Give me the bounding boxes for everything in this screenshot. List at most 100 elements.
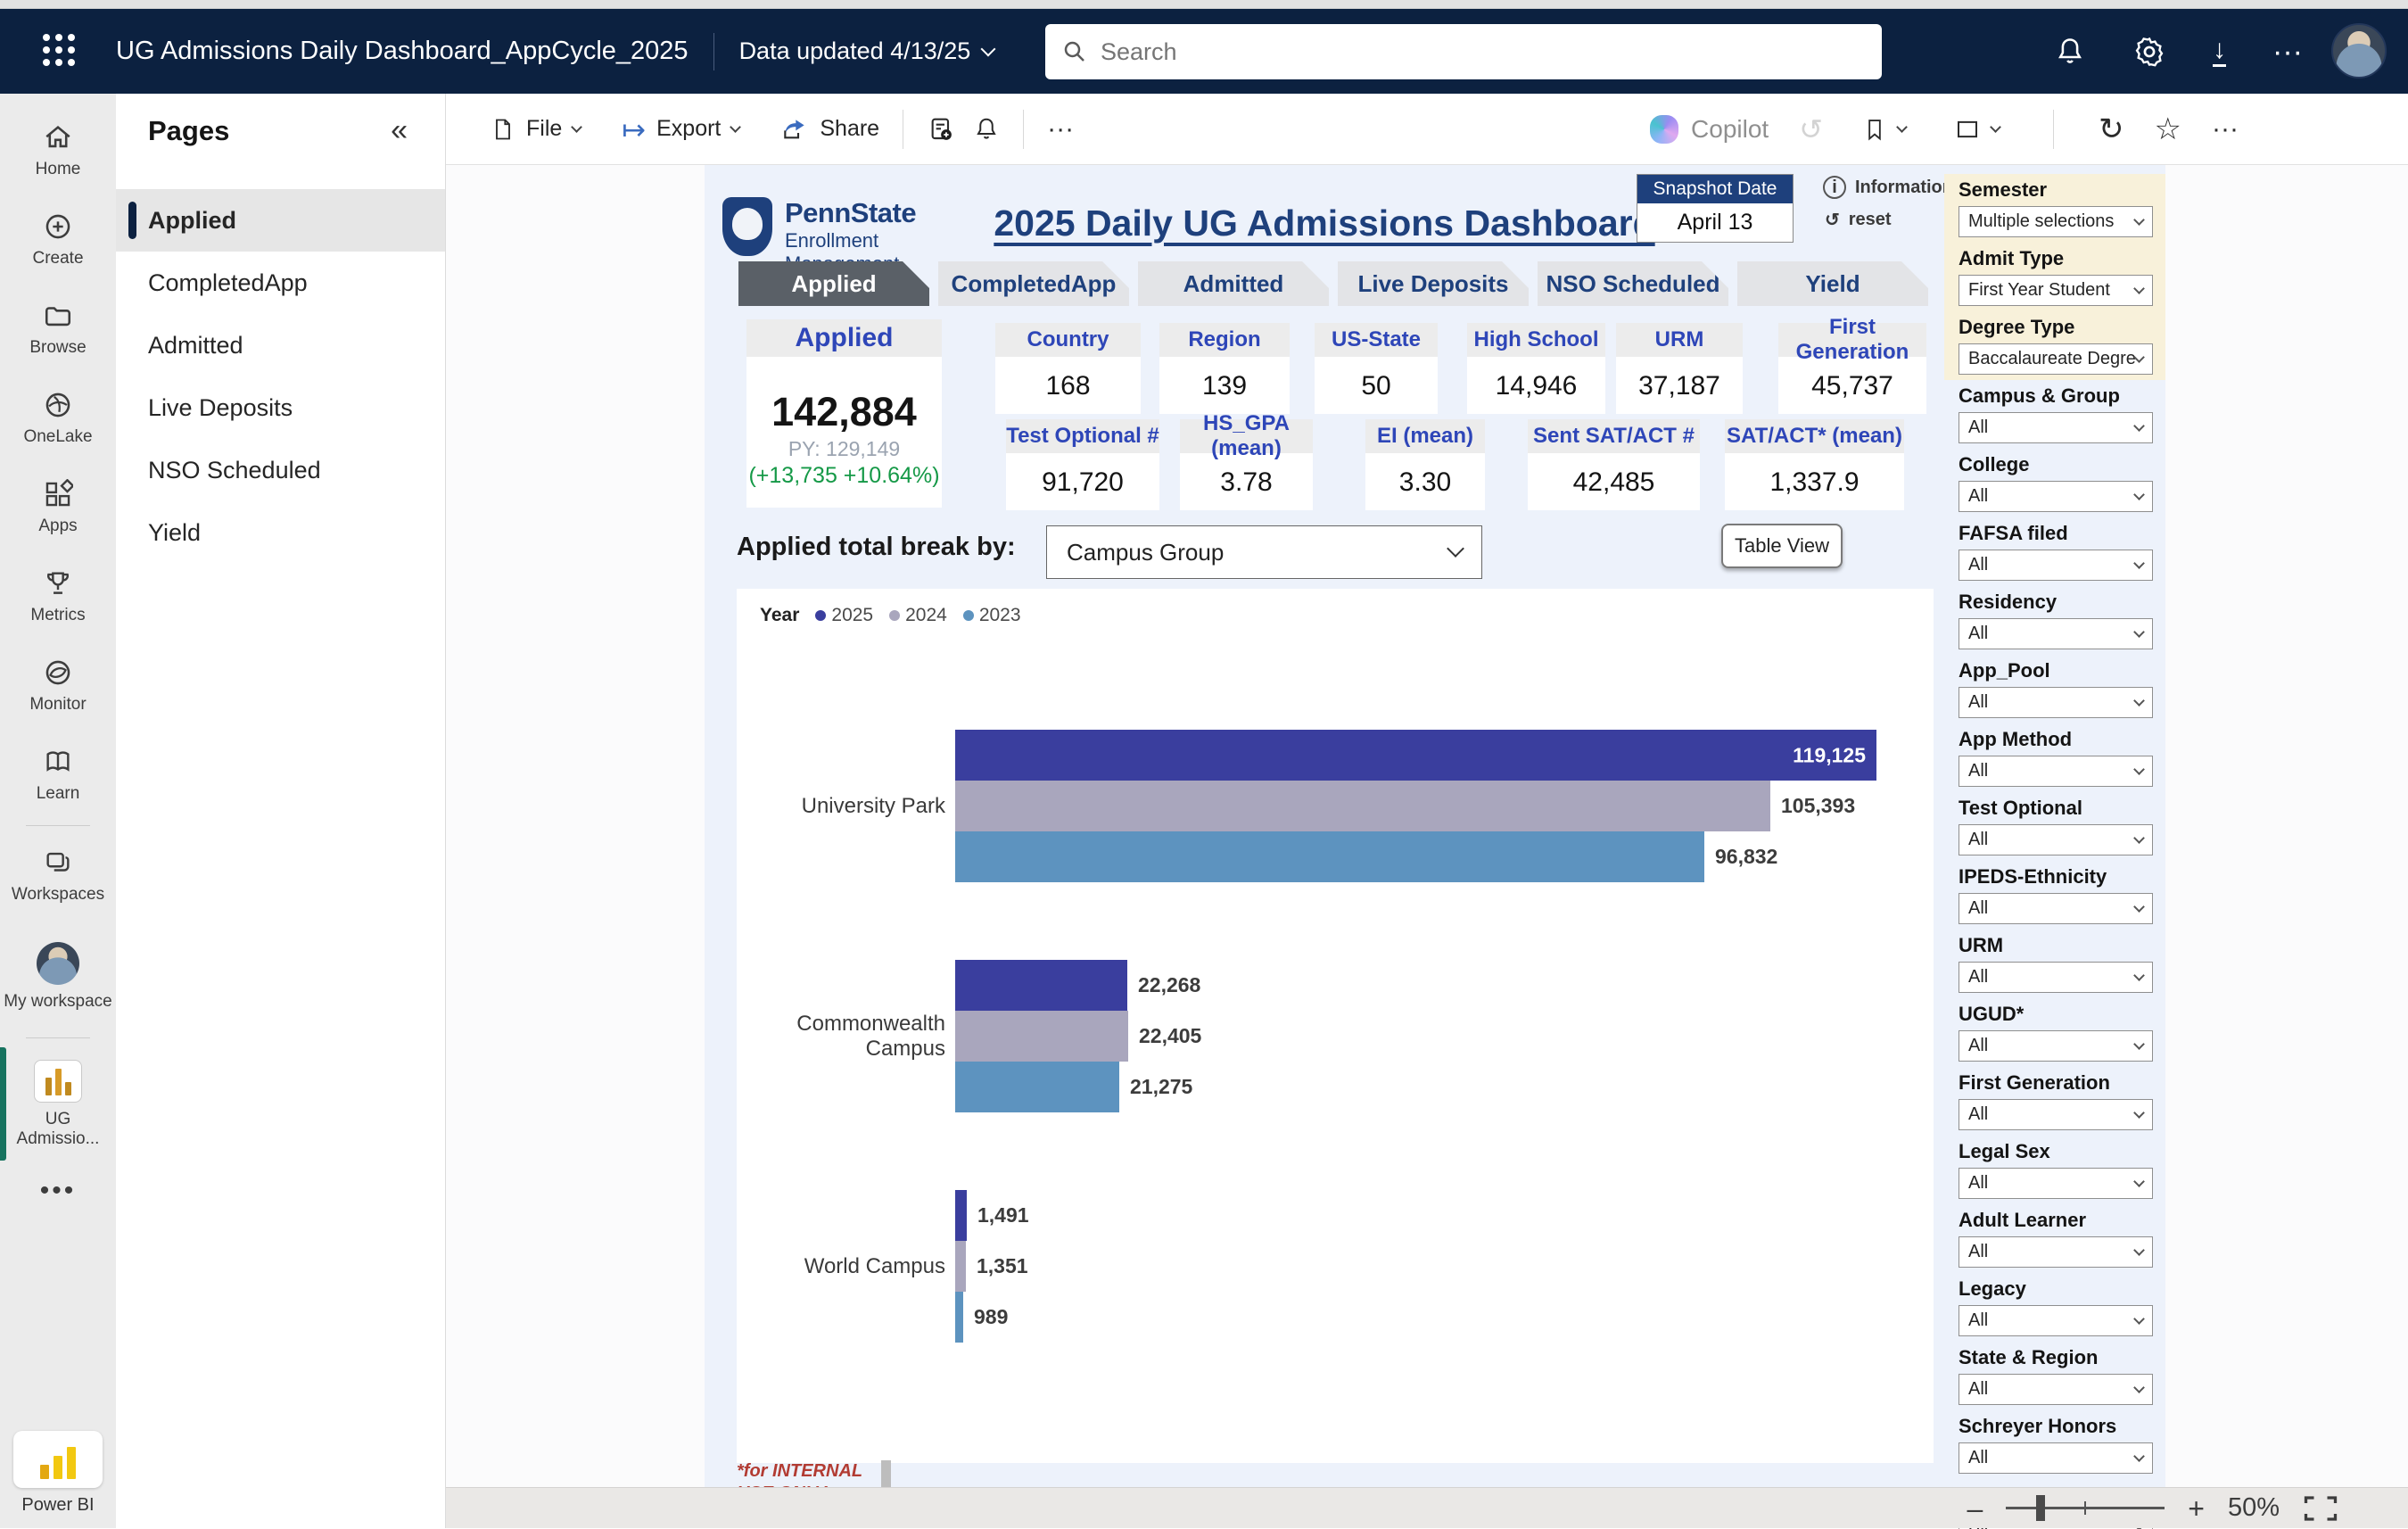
alerts-button[interactable]	[964, 116, 1009, 143]
toolbar-overflow-icon[interactable]: ···	[2212, 113, 2239, 144]
filter-dropdown[interactable]: All	[1959, 756, 2153, 787]
nav-home[interactable]: Home	[0, 106, 116, 195]
page-item-yield[interactable]: Yield	[148, 518, 202, 546]
powerbi-home-button[interactable]: Power BI	[13, 1431, 103, 1516]
bar-2024-world-campus[interactable]	[955, 1241, 966, 1292]
table-view-button[interactable]: Table View	[1721, 524, 1843, 568]
tab-admitted[interactable]: Admitted	[1138, 261, 1329, 306]
filter-dropdown[interactable]: All	[1959, 1099, 2153, 1130]
nav-apps[interactable]: Apps	[0, 463, 116, 552]
nav-current-app[interactable]: UG Admissio...	[0, 1044, 116, 1164]
rail-divider	[26, 825, 90, 826]
nav-metrics[interactable]: Metrics	[0, 552, 116, 641]
data-updated-menu[interactable]: Data updated 4/13/25	[739, 37, 996, 65]
bell-icon	[977, 118, 996, 139]
filter-dropdown[interactable]: Baccalaureate Degree	[1959, 343, 2153, 375]
tab-applied[interactable]: Applied	[738, 261, 929, 306]
refresh-icon[interactable]: ↻	[2099, 112, 2124, 146]
bar-2023-world-campus[interactable]	[955, 1292, 963, 1343]
tab-live-deposits[interactable]: Live Deposits	[1338, 261, 1529, 306]
filter-dropdown[interactable]: All	[1959, 1236, 2153, 1268]
bar-group: World Campus 1,491 1,351 989	[737, 1190, 1934, 1343]
nav-monitor[interactable]: Monitor	[0, 641, 116, 731]
bookmarks-button[interactable]	[1853, 116, 1915, 143]
bar-value-label: 21,275	[1130, 1075, 1193, 1098]
download-icon[interactable]: ↓	[2213, 36, 2227, 67]
filter-dropdown[interactable]: All	[1959, 962, 2153, 993]
filter-dropdown[interactable]: All	[1959, 687, 2153, 718]
filter-dropdown[interactable]: All	[1959, 1374, 2153, 1405]
filter-dropdown[interactable]: All	[1959, 550, 2153, 581]
category-label: Commonwealth Campus	[796, 1011, 945, 1061]
page-item-admitted[interactable]: Admitted	[148, 331, 243, 359]
favorite-star-icon[interactable]: ☆	[2154, 112, 2182, 146]
filter-dropdown[interactable]: All	[1959, 1442, 2153, 1474]
settings-gear-icon[interactable]	[2132, 35, 2166, 69]
tab-completedapp[interactable]: CompletedApp	[938, 261, 1129, 306]
legend-item-2024[interactable]: 2024	[889, 605, 947, 626]
notifications-bell-icon[interactable]	[2054, 36, 2086, 68]
global-search[interactable]	[1045, 24, 1882, 79]
zoom-slider-handle[interactable]	[2036, 1495, 2046, 1521]
tab-nso-scheduled[interactable]: NSO Scheduled	[1538, 261, 1728, 306]
bar-2024-commonwealth-campus[interactable]	[955, 1011, 1128, 1062]
pages-panel-title: Pages	[148, 114, 230, 146]
filter-dropdown[interactable]: Multiple selections	[1959, 206, 2153, 237]
filter-dropdown[interactable]: All	[1959, 618, 2153, 649]
page-item-applied[interactable]: Applied	[116, 189, 445, 252]
filter-dropdown[interactable]: All	[1959, 1305, 2153, 1336]
bar-2025-commonwealth-campus[interactable]	[955, 960, 1127, 1011]
filter-dropdown[interactable]: All	[1959, 1030, 2153, 1062]
legend-item-2023[interactable]: 2023	[962, 605, 1021, 626]
chevron-down-icon	[2133, 1312, 2145, 1325]
filter-label: Campus & Group	[1959, 384, 2120, 407]
nav-learn[interactable]: Learn	[0, 731, 116, 820]
bar-2025-world-campus[interactable]	[955, 1190, 967, 1241]
chevron-down-icon	[1896, 121, 1908, 133]
tab-yield[interactable]: Yield	[1737, 261, 1928, 306]
nav-my-workspace[interactable]: My workspace	[0, 921, 116, 1032]
filter-dropdown[interactable]: All	[1959, 893, 2153, 924]
chart-scrollbar-thumb[interactable]	[881, 1460, 891, 1487]
filter-dropdown[interactable]: All	[1959, 824, 2153, 855]
user-avatar[interactable]	[2331, 23, 2387, 79]
export-menu-button[interactable]: ↦ Export	[613, 115, 748, 144]
zoom-in-button[interactable]: +	[2188, 1492, 2205, 1525]
search-input[interactable]	[1101, 37, 1882, 66]
nav-onelake[interactable]: OneLake	[0, 374, 116, 463]
bar-2023-university-park[interactable]	[955, 831, 1704, 882]
page-item-nso-scheduled[interactable]: NSO Scheduled	[148, 456, 321, 483]
bar-2024-university-park[interactable]	[955, 781, 1770, 831]
fit-to-page-icon[interactable]	[2303, 1495, 2338, 1522]
bar-2025-university-park[interactable]: 119,125	[955, 730, 1876, 781]
break-by-dropdown[interactable]: Campus Group	[1046, 525, 1482, 579]
toolbar-more-button[interactable]: ···	[1047, 113, 1075, 144]
filter-dropdown[interactable]: First Year Student	[1959, 275, 2153, 306]
information-button[interactable]: i Information	[1823, 176, 1953, 199]
nav-browse[interactable]: Browse	[0, 285, 116, 374]
bar-2023-commonwealth-campus[interactable]	[955, 1062, 1119, 1112]
page-item-live-deposits[interactable]: Live Deposits	[148, 393, 293, 421]
share-button[interactable]: Share	[771, 115, 888, 144]
collapse-panel-icon[interactable]: «	[391, 113, 408, 147]
file-menu-button[interactable]: File	[482, 116, 590, 143]
filter-dropdown[interactable]: All	[1959, 481, 2153, 512]
zoom-slider[interactable]	[2006, 1495, 2165, 1521]
filter-dropdown[interactable]: All	[1959, 412, 2153, 443]
legend-item-2025[interactable]: 2025	[815, 605, 873, 626]
filter-label: Schreyer Honors	[1959, 1415, 2117, 1437]
nav-create[interactable]: Create	[0, 195, 116, 285]
nav-workspaces[interactable]: Workspaces	[0, 831, 116, 921]
page-item-completedapp[interactable]: CompletedApp	[148, 269, 308, 296]
reset-button[interactable]: ↺ reset	[1825, 210, 1892, 230]
topbar-more-icon[interactable]: ···	[2272, 34, 2303, 69]
app-launcher-waffle-icon[interactable]	[43, 33, 78, 70]
copilot-button[interactable]: Copilot	[1650, 114, 1769, 144]
rail-more-icon[interactable]: •••	[39, 1176, 77, 1205]
zoom-out-button[interactable]: –	[1967, 1492, 1983, 1525]
kpi-prior-year: PY: 129,149	[788, 437, 901, 460]
filter-dropdown[interactable]: All	[1959, 1168, 2153, 1199]
subscribe-button[interactable]	[918, 115, 964, 144]
view-menu-button[interactable]	[1945, 116, 2008, 143]
brand-name: PennState	[785, 197, 917, 228]
